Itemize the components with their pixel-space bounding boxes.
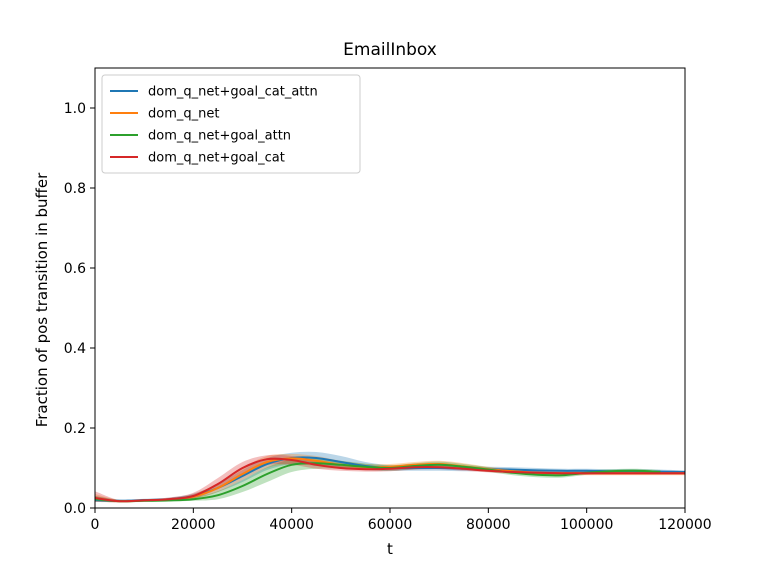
series-line-4: [94, 457, 685, 503]
confidence-bands: [95, 451, 685, 503]
x-tick-label: 80000: [466, 517, 511, 533]
x-tick-label: 0: [91, 517, 100, 533]
legend: dom_q_net+goal_cat_attn dom_q_net dom_q_ne…: [101, 74, 361, 174]
y-tick-label: 0.0: [64, 501, 86, 517]
x-axis-ticks: 0 20000 40000 60000 80000 100000 120000: [91, 508, 712, 533]
y-tick-label: 1.0: [64, 101, 86, 117]
y-tick-label: 0.2: [64, 421, 86, 437]
legend-label: dom_q_net+goal_cat: [148, 151, 285, 166]
x-tick-label: 60000: [368, 517, 413, 533]
x-tick-label: 20000: [171, 517, 216, 533]
y-tick-label: 0.6: [64, 261, 86, 277]
y-tick-label: 0.8: [64, 181, 86, 197]
x-tick-label: 120000: [658, 517, 711, 533]
y-tick-label: 0.4: [64, 341, 86, 357]
legend-box: [101, 74, 361, 174]
x-tick-label: 40000: [269, 517, 314, 533]
confidence-band-4: [95, 454, 685, 503]
legend-label: dom_q_net: [148, 107, 219, 122]
x-tick-label: 100000: [560, 517, 613, 533]
legend-label: dom_q_net+goal_cat_attn: [148, 85, 318, 100]
series-line-3: [94, 462, 661, 503]
y-axis-ticks: 0.0 0.2 0.4 0.6 0.8 1.0: [64, 101, 95, 517]
y-axis-title: Fraction of pos transition in buffer: [33, 172, 51, 427]
confidence-band-3: [95, 457, 661, 503]
x-axis-title: t: [387, 540, 393, 558]
legend-label: dom_q_net+goal_attn: [148, 129, 291, 144]
series-lines: [94, 456, 686, 503]
chart-title: EmailInbox: [343, 40, 437, 60]
